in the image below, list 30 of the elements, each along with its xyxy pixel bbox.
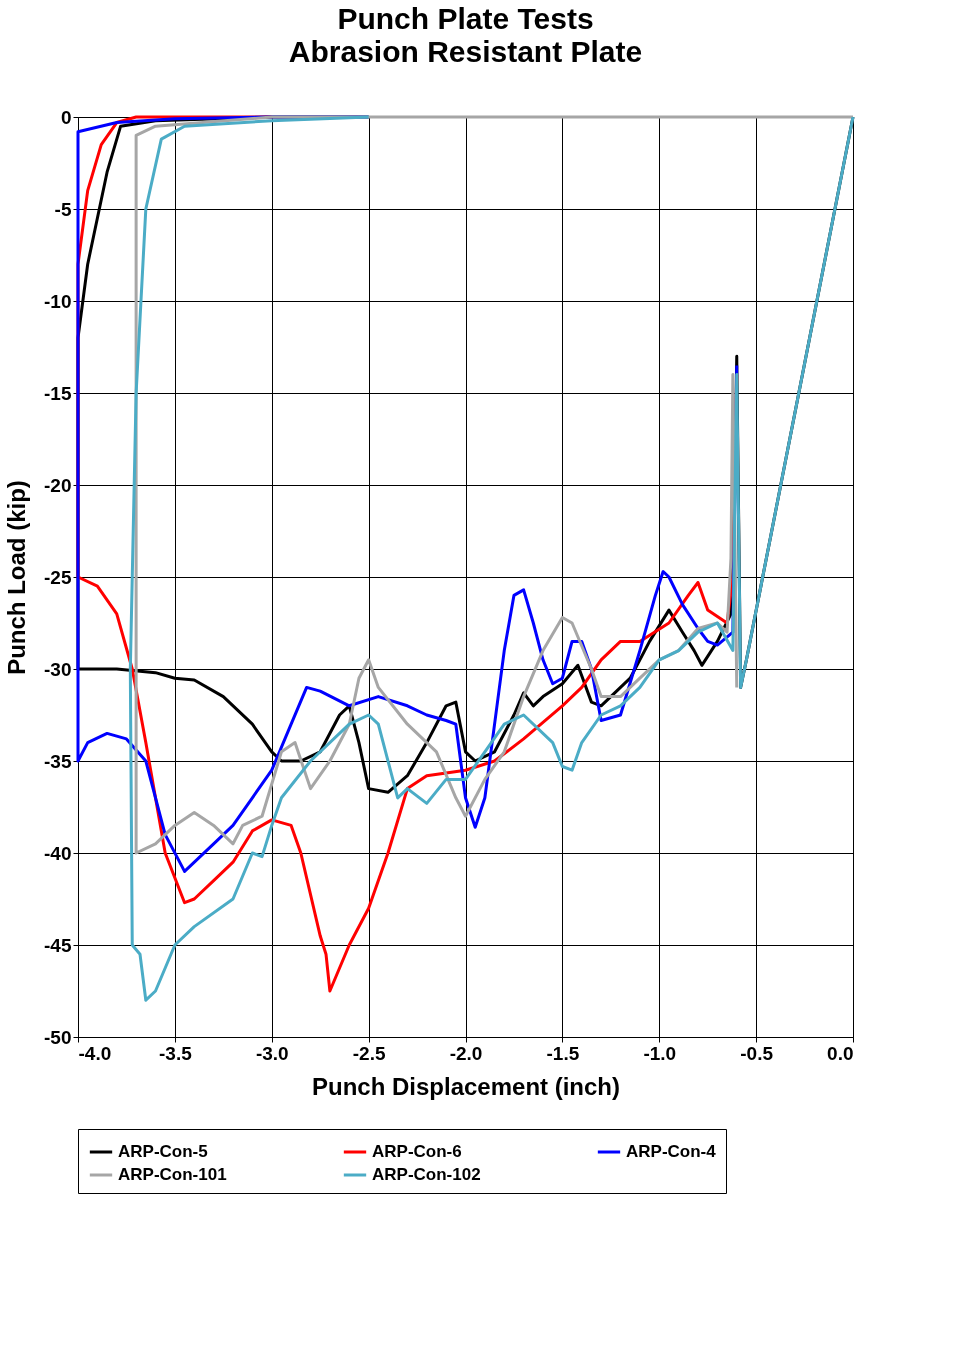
y-tick-label: 0 [60,106,72,128]
legend-label: ARP-Con-4 [626,1142,717,1161]
x-tick-label: -2.5 [352,1042,386,1064]
x-tick-label: -1.0 [643,1042,677,1064]
x-tick-label: -1.5 [546,1042,580,1064]
x-tick-label: -4.0 [78,1042,112,1064]
y-axis-title: Punch Load (kip) [3,480,31,675]
y-tick-label: -10 [44,290,72,312]
y-tick-label: -30 [44,658,72,680]
y-tick-label: -45 [44,934,72,956]
x-tick-label: -3.0 [255,1042,289,1064]
y-tick-label: -15 [44,382,72,404]
line-series [128,115,855,1002]
legend-label: ARP-Con-6 [372,1142,462,1161]
x-tick-label: -3.5 [159,1042,193,1064]
legend-label: ARP-Con-5 [118,1142,208,1161]
y-tick-label: -40 [44,842,72,864]
y-tick-label: -35 [44,750,72,772]
y-tick-label: -5 [54,198,72,220]
legend-label: ARP-Con-102 [372,1165,481,1184]
x-tick-label: -0.5 [740,1042,774,1064]
x-tick-label: 0.0 [827,1042,854,1064]
legend-label: ARP-Con-101 [118,1165,227,1184]
y-tick-label: -25 [44,566,72,588]
chart-title: Punch Plate Tests [337,2,594,35]
x-axis-title: Punch Displacement (inch) [311,1072,621,1100]
chart-subtitle: Abrasion Resistant Plate [288,35,643,68]
y-tick-label: -50 [44,1026,72,1048]
x-tick-label: -2.0 [449,1042,483,1064]
y-tick-label: -20 [44,474,72,496]
